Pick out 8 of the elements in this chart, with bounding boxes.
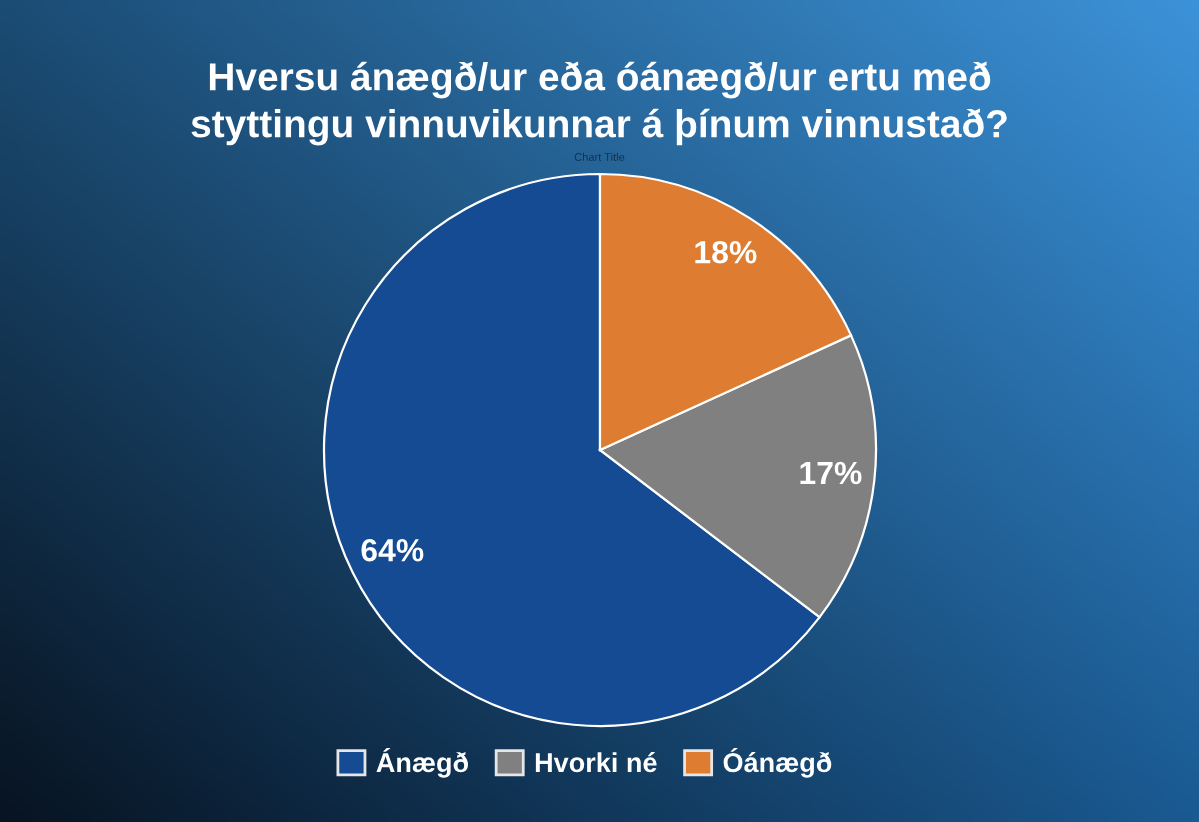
slice-label: Ánægð	[376, 747, 469, 778]
data-label: 18%	[695, 240, 757, 264]
legend-label: Hvorki né	[535, 752, 657, 773]
chart-title: Hversu ánægð/ur eða óánægð/ur ertu með styttingu vinnuvikunnar á þínum vinnustað?	[191, 61, 1007, 146]
legend-label: Óánægð	[723, 747, 832, 778]
data-label: 64%	[361, 538, 424, 562]
data-label: 17%	[800, 461, 862, 485]
text: Chart Title	[574, 152, 625, 161]
